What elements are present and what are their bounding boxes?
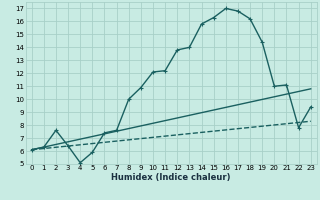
- X-axis label: Humidex (Indice chaleur): Humidex (Indice chaleur): [111, 173, 231, 182]
